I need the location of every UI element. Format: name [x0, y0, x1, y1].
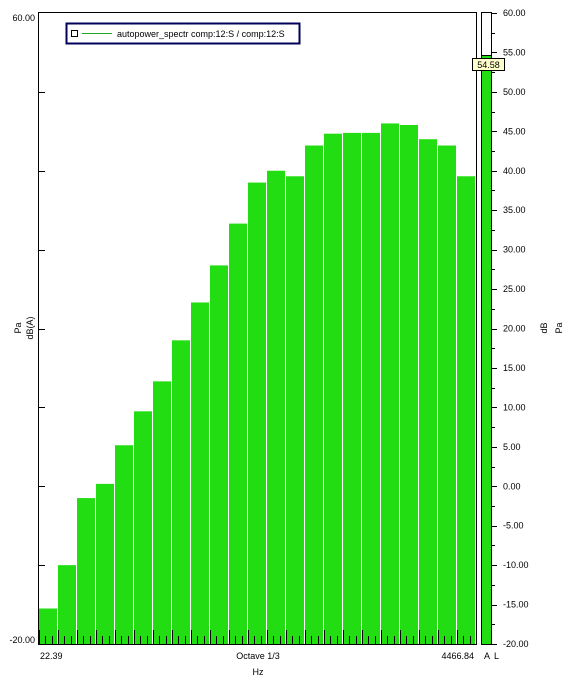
level-meter-tick-label: 10.00: [503, 402, 526, 412]
left-axis-ticks: [38, 92, 45, 566]
level-meter-tick-label: 60.00: [503, 8, 526, 18]
bar-160: [191, 302, 209, 644]
bars-group: [39, 123, 475, 645]
x-axis-start-label: 22.39: [40, 651, 63, 661]
bar-630: [305, 145, 323, 644]
bar-2500: [419, 139, 437, 644]
left-axis-title-pa: Pa: [13, 322, 23, 333]
level-meter-tick-label: 50.00: [503, 87, 526, 97]
bar-31.5: [58, 565, 76, 645]
x-axis-ticks: [39, 630, 477, 644]
level-meter-tick-label: 40.00: [503, 166, 526, 176]
bar-1000: [343, 132, 361, 644]
bar-500: [286, 176, 304, 644]
level-meter-tick-label: -15.00: [503, 600, 529, 610]
bar-100: [153, 381, 171, 644]
bar-50: [96, 483, 114, 644]
level-meter-tick-label: -20.00: [503, 639, 529, 649]
left-axis-top-label: 60.00: [12, 13, 35, 23]
level-meter-tick-label: 30.00: [503, 245, 526, 255]
level-meter-tick-label: 55.00: [503, 47, 526, 57]
bar-315: [248, 182, 266, 644]
bar-200: [210, 265, 228, 644]
left-axis-title-dba: dB(A): [25, 316, 35, 339]
bar-125: [172, 340, 190, 644]
legend-checkbox[interactable]: [71, 30, 78, 37]
bar-4000: [457, 176, 475, 644]
level-meter-bottom-label-l: L: [494, 651, 499, 661]
level-meter-tick-label: 20.00: [503, 324, 526, 334]
bar-250: [229, 223, 247, 644]
level-meter-tick-label: -5.00: [503, 521, 524, 531]
bar-800: [324, 133, 342, 644]
bar-1600: [381, 123, 399, 645]
bar-3150: [438, 145, 456, 644]
level-meter-tick-label: 0.00: [503, 481, 521, 491]
bar-2000: [400, 125, 418, 644]
left-axis-bottom-label: -20.00: [9, 635, 35, 645]
level-meter-tick-label: 35.00: [503, 205, 526, 215]
bar-80: [134, 411, 152, 644]
legend-entry: autopower_spectr comp:12:S / comp:12:S: [117, 29, 285, 39]
level-meter-bottom-label-a: A: [484, 651, 490, 661]
level-meter-tick-label: -10.00: [503, 560, 529, 570]
bar-25: [39, 608, 57, 644]
level-meter-value: 54.58: [477, 60, 500, 70]
legend-box[interactable]: [65, 22, 301, 45]
bar-63: [115, 445, 133, 644]
level-meter-tick-label: 45.00: [503, 126, 526, 136]
level-meter-bar: [482, 55, 491, 644]
level-meter-axis-title-pa: Pa: [554, 322, 564, 333]
level-meter-tick-label: 5.00: [503, 442, 521, 452]
level-meter-tick-label: 15.00: [503, 363, 526, 373]
level-meter-axis-title-db: dB: [539, 322, 549, 333]
level-meter-tick-label: 25.00: [503, 284, 526, 294]
x-axis-center-label: Octave 1/3: [236, 651, 280, 661]
bar-40: [77, 498, 95, 644]
x-axis-unit-label: Hz: [253, 667, 264, 677]
bar-1250: [362, 132, 380, 644]
x-axis-end-label: 4466.84: [441, 651, 474, 661]
bar-400: [267, 170, 285, 644]
level-meter-ticks: 60.00 55.00 50.00 45.00 40.00 35.00 30.00 25.00…: [492, 8, 529, 649]
level-meter-value-box: [472, 58, 505, 71]
